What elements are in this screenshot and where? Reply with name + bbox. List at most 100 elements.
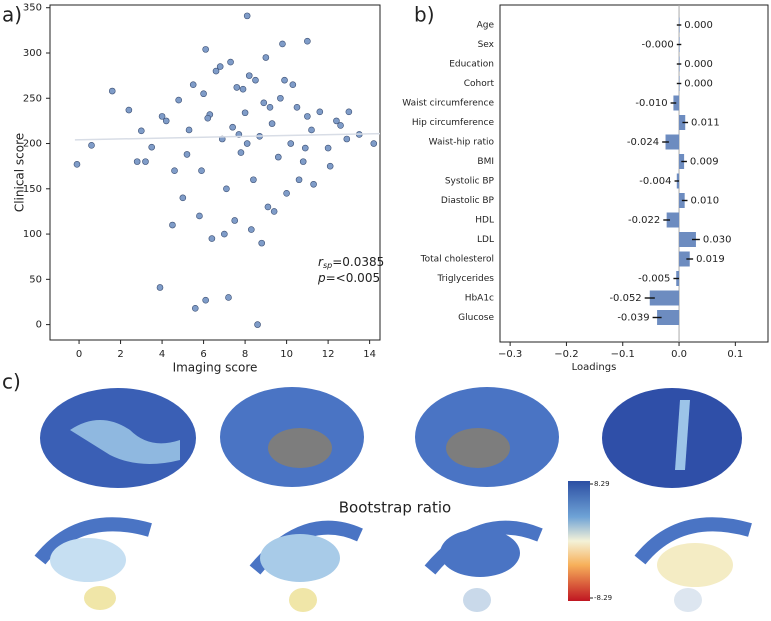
x-tick-label: 0 [76,349,82,360]
value-label: -0.039 [617,313,649,324]
annotation-r-value: =0.0385 [332,255,384,269]
brain-medial-core [268,428,332,468]
x-tick-label: 14 [363,349,376,360]
category-label: Age [477,21,495,31]
colorbar-label: Bootstrap ratio [339,499,451,517]
point [175,96,182,104]
x-tick-label: 8 [242,349,248,360]
x-axis-label: Loadings [572,362,617,373]
point [212,67,220,75]
point [258,239,265,247]
point [198,167,205,174]
point [264,203,272,211]
point [262,54,270,61]
category-label: Systolic BP [445,177,495,187]
category-label: Waist circumference [402,99,494,109]
category-label: Waist-hip ratio [429,138,495,148]
value-label: 0.019 [696,254,725,265]
annotation-p: p [317,271,326,285]
value-label: 0.011 [691,118,720,129]
point [88,142,95,149]
point [301,144,309,152]
point [243,12,251,20]
value-label: 0.010 [690,196,719,207]
colorbar [568,481,590,601]
point [295,176,303,184]
value-label: 0.000 [684,79,713,90]
colorbar-tick-label: 8.29 [594,480,610,488]
x-axis-label: Imaging score [173,361,258,375]
point [310,180,317,188]
x-tick-label: −0.1 [611,349,635,360]
point [289,81,297,88]
value-label: -0.000 [642,40,674,51]
x-tick-label: 0.0 [671,349,687,360]
point [243,140,251,147]
point [148,143,155,151]
point [279,40,286,48]
point [125,106,133,114]
panel-label: b) [414,3,435,27]
x-tick-label: 10 [280,349,293,360]
bar [679,232,696,247]
annotation-sub: sp [323,261,332,270]
y-tick-label: 300 [23,48,42,59]
point [304,113,311,120]
panel-label: c) [2,370,21,394]
fit-line [74,132,381,141]
brain-lateral-right [602,388,742,488]
category-label: Triglycerides [436,274,494,284]
point [304,37,311,45]
y-tick-label: 0 [36,320,42,331]
point [260,99,268,107]
value-label: -0.052 [609,293,641,304]
bar [649,290,680,306]
x-tick-label: 0.1 [727,349,743,360]
value-label: -0.004 [639,176,671,187]
point [202,296,209,304]
subcortical [34,517,752,612]
point [108,87,116,95]
point [169,221,176,229]
point [73,161,81,168]
category-label: Sex [478,40,495,50]
point [183,151,191,158]
category-label: HbA1c [465,294,494,304]
point [277,94,284,102]
category-label: Hip circumference [412,118,495,128]
colorbar-tick-label: -8.29 [594,594,612,602]
brain-medial-core [446,428,510,468]
annotation: p=<0.005 [317,271,380,285]
value-label: 0.000 [684,59,713,70]
point [202,46,209,53]
value-label: 0.030 [703,235,732,246]
category-label: Glucose [458,313,494,323]
point [250,176,257,184]
point [223,185,230,193]
point [248,226,255,233]
point [343,135,351,143]
point [241,109,249,117]
point [142,158,149,165]
point [185,126,193,134]
y-tick-label: 200 [23,139,42,150]
point [281,76,288,84]
point [196,212,203,220]
annotation-r: r [318,255,324,269]
point [204,114,212,122]
value-label: -0.005 [638,274,670,285]
point [254,321,261,328]
y-tick-label: 150 [23,184,42,195]
brain-region [675,400,690,470]
point [179,194,187,202]
plot-frame [499,4,769,343]
category-label: BMI [477,157,494,167]
x-tick-label: 2 [117,349,123,360]
point [326,162,334,170]
bar [666,212,680,228]
point [189,81,197,88]
value-label: -0.024 [627,137,659,148]
point [231,217,239,224]
plot-frame [49,4,381,341]
bar [679,251,690,267]
